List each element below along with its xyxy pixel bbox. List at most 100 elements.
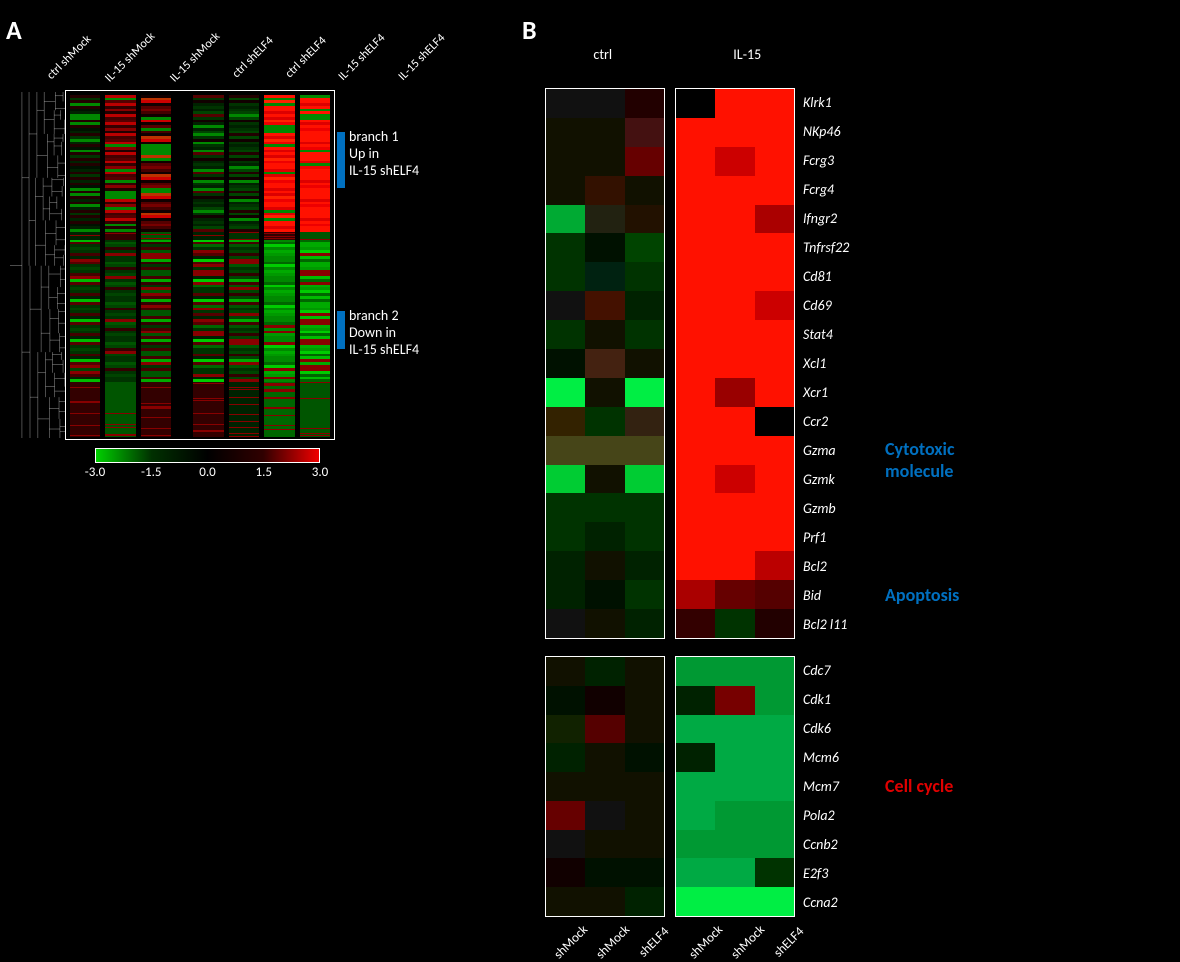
heatmap-cell	[755, 205, 794, 234]
heatmap-cell	[715, 801, 754, 830]
gene-label: Ccr2	[803, 407, 849, 436]
heatmap-cell	[755, 320, 794, 349]
gene-label: Stat4	[803, 320, 849, 349]
gene-label: Prf1	[803, 523, 849, 552]
heatmap-cell	[755, 609, 794, 638]
branch1-bar	[337, 132, 345, 188]
gene-label: Bid	[803, 581, 849, 610]
heatmap-cell	[755, 830, 794, 859]
heatmap-cell	[625, 378, 664, 407]
heatmap-cell	[585, 657, 624, 686]
heatmap-cell	[715, 887, 754, 916]
heatmap-cell	[755, 436, 794, 465]
heatmap-cell	[676, 743, 715, 772]
heatmap-cell	[585, 465, 624, 494]
heatmap-cell	[585, 262, 624, 291]
heatmap-cell	[715, 147, 754, 176]
heatmap-cell	[715, 551, 754, 580]
scale-tick: 0.0	[199, 465, 215, 480]
heatmap-cell	[755, 493, 794, 522]
heatmap-cell	[585, 205, 624, 234]
branch2-label: branch 2 Down in IL-15 shELF4	[349, 307, 419, 358]
heatmap-cell	[715, 657, 754, 686]
heatmap-cell	[625, 493, 664, 522]
heatmap-cell	[676, 118, 715, 147]
heatmap-cell	[585, 436, 624, 465]
col-group-ctrl: ctrl	[545, 46, 661, 63]
heatmap-cell	[715, 118, 754, 147]
heatmap-cell	[676, 493, 715, 522]
heatmap-cell	[676, 609, 715, 638]
heatmap-cell	[676, 858, 715, 887]
heatmap-cell	[715, 715, 754, 744]
dendrogram	[10, 90, 65, 440]
heatmap-cell	[755, 262, 794, 291]
heatmap-cell	[625, 147, 664, 176]
heatmap-cell	[625, 291, 664, 320]
gene-label: Cd69	[803, 291, 849, 320]
heatmap-cell	[625, 436, 664, 465]
gene-label: Tnfrsf22	[803, 233, 849, 262]
heatmap-cell	[625, 772, 664, 801]
heatmap-cell	[546, 89, 585, 118]
heatmap-cell	[585, 378, 624, 407]
heatmap-cell	[585, 118, 624, 147]
heatmap-cell	[676, 407, 715, 436]
heatmap-cell	[715, 686, 754, 715]
heatmap-cell	[676, 801, 715, 830]
heatmap-cell	[546, 715, 585, 744]
panel-b-col-label: shMock	[551, 922, 591, 962]
heatmap-cell	[715, 205, 754, 234]
heatmap-cell	[715, 465, 754, 494]
heatmap-cell	[585, 493, 624, 522]
heatmap-cell	[546, 349, 585, 378]
heatmap-cell	[625, 320, 664, 349]
gene-label: Gzma	[803, 436, 849, 465]
heatmap-cell	[546, 493, 585, 522]
gene-label: Ifngr2	[803, 204, 849, 233]
heatmap-cell	[676, 657, 715, 686]
panel-b-col-label: shELF4	[634, 922, 674, 962]
heatmap-cell	[585, 551, 624, 580]
heatmap-cell	[676, 147, 715, 176]
heatmap-cell	[715, 493, 754, 522]
heatmap-cell	[715, 233, 754, 262]
heatmap-cell	[676, 205, 715, 234]
heatmap-cell	[585, 801, 624, 830]
panel-b-col-label: shMock	[728, 922, 768, 962]
color-scale	[95, 448, 320, 463]
heatmap-cell	[585, 233, 624, 262]
gene-label: Cdc7	[803, 656, 839, 685]
heatmap-cell	[546, 176, 585, 205]
heatmap-cell	[715, 772, 754, 801]
heatmap-cell	[676, 378, 715, 407]
gene-label: Mcm7	[803, 772, 839, 801]
heatmap-cell	[585, 858, 624, 887]
heatmap-cell	[715, 320, 754, 349]
gene-label: NKp46	[803, 117, 849, 146]
heatmap-cell	[676, 349, 715, 378]
gene-label: Fcrg3	[803, 146, 849, 175]
heatmap-cell	[546, 580, 585, 609]
heatmap-cell	[755, 291, 794, 320]
gene-label: Xcr1	[803, 378, 849, 407]
gene-labels-upper: Klrk1NKp46Fcrg3Fcrg4Ifngr2Tnfrsf22Cd81Cd…	[803, 88, 849, 639]
heatmap-cell	[625, 609, 664, 638]
heatmap-cell	[755, 657, 794, 686]
heatmap-cell	[715, 378, 754, 407]
heatmap-cell	[546, 743, 585, 772]
heatmap-cell	[715, 522, 754, 551]
heatmap-cell	[715, 262, 754, 291]
heatmap-cell	[676, 89, 715, 118]
heatmap-lower-ctrl	[545, 656, 665, 917]
heatmap-cell	[625, 522, 664, 551]
heatmap-cell	[585, 830, 624, 859]
gene-label: E2f3	[803, 859, 839, 888]
heatmap-cell	[755, 686, 794, 715]
gene-label: Klrk1	[803, 88, 849, 117]
heatmap-cell	[546, 147, 585, 176]
heatmap-cell	[546, 291, 585, 320]
heatmap-cell	[585, 580, 624, 609]
heatmap-cell	[676, 291, 715, 320]
heatmap-cell	[546, 233, 585, 262]
